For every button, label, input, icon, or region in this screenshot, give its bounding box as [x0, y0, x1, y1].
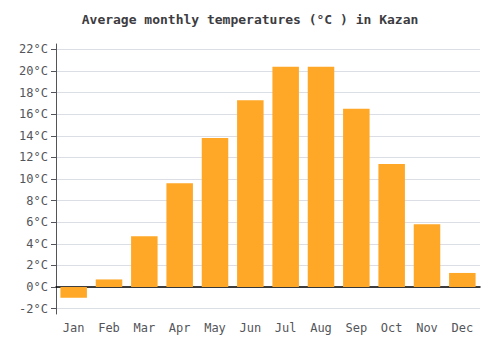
svg-text:0°C: 0°C	[26, 280, 48, 294]
svg-text:Feb: Feb	[98, 321, 120, 335]
svg-text:Apr: Apr	[169, 321, 191, 335]
svg-text:Nov: Nov	[416, 321, 438, 335]
svg-text:Jan: Jan	[63, 321, 85, 335]
svg-text:16°C: 16°C	[19, 107, 48, 121]
svg-text:4°C: 4°C	[26, 237, 48, 251]
svg-text:Jul: Jul	[275, 321, 297, 335]
svg-text:Sep: Sep	[345, 321, 367, 335]
svg-text:May: May	[204, 321, 226, 335]
svg-text:12°C: 12°C	[19, 150, 48, 164]
svg-text:Dec: Dec	[451, 321, 473, 335]
svg-text:-2°C: -2°C	[19, 302, 48, 316]
svg-text:8°C: 8°C	[26, 194, 48, 208]
svg-text:Average monthly temperatures (: Average monthly temperatures (°C ) in Ka…	[82, 12, 419, 27]
svg-text:Jun: Jun	[239, 321, 261, 335]
svg-text:22°C: 22°C	[19, 42, 48, 56]
svg-text:2°C: 2°C	[26, 258, 48, 272]
svg-text:20°C: 20°C	[19, 64, 48, 78]
svg-text:10°C: 10°C	[19, 172, 48, 186]
svg-text:Oct: Oct	[381, 321, 403, 335]
svg-text:6°C: 6°C	[26, 215, 48, 229]
svg-text:Aug: Aug	[310, 321, 332, 335]
svg-text:Mar: Mar	[133, 321, 155, 335]
svg-text:18°C: 18°C	[19, 86, 48, 100]
svg-text:14°C: 14°C	[19, 129, 48, 143]
